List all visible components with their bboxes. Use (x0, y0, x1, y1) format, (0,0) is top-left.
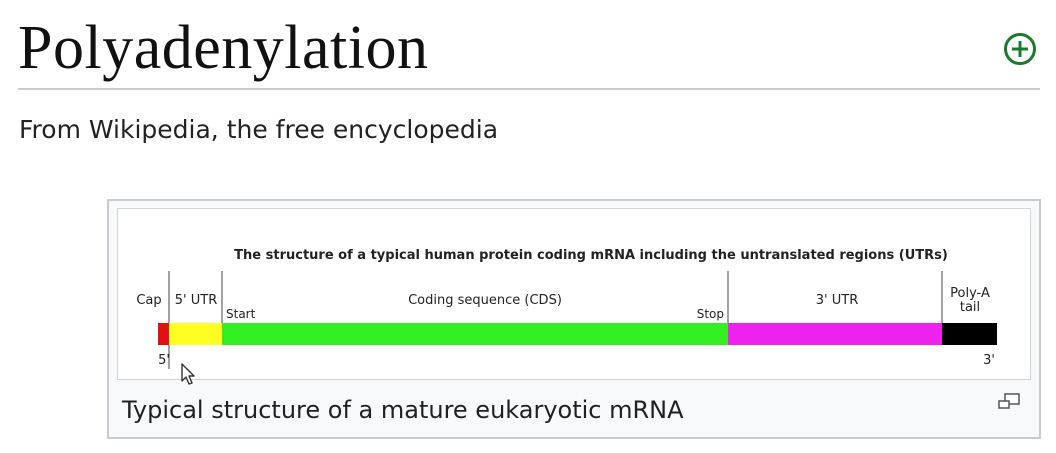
cds-segment (222, 323, 728, 345)
cap-segment (158, 323, 169, 345)
mouse-pointer-icon (180, 362, 198, 388)
page-title: Polyadenylation (18, 14, 429, 82)
plus-circle-icon[interactable] (1003, 32, 1037, 66)
cap-label: Cap (136, 293, 161, 308)
utr5-segment (169, 323, 222, 345)
five-prime-label: 5' (158, 353, 170, 368)
stop-label: Stop (697, 307, 724, 321)
enlarge-icon[interactable] (996, 391, 1022, 413)
start-label: Start (226, 307, 256, 321)
cds-label: Coding sequence (CDS) (408, 293, 562, 308)
site-tagline: From Wikipedia, the free encyclopedia (19, 115, 499, 144)
utr3-segment (728, 323, 942, 345)
title-divider (18, 88, 1040, 90)
mrna-structure-figure[interactable]: The structure of a typical human protein… (117, 208, 1031, 380)
image-caption: Typical structure of a mature eukaryotic… (122, 396, 684, 424)
polya-label-line1: Poly-A (950, 286, 990, 301)
polya-segment (942, 323, 997, 345)
figure-title: The structure of a typical human protein… (234, 248, 948, 263)
three-prime-label: 3' (983, 353, 995, 368)
polya-label-line2: tail (960, 300, 980, 315)
utr3-label: 3' UTR (816, 293, 858, 308)
utr5-label: 5' UTR (175, 293, 217, 308)
